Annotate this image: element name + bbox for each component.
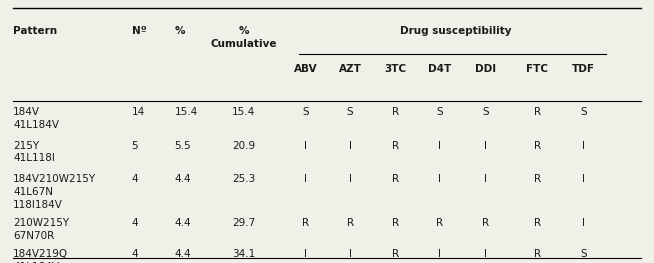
Text: DDI: DDI xyxy=(475,64,496,74)
Text: I: I xyxy=(304,140,307,150)
Text: 184V210W215Y
41L67N
118I184V: 184V210W215Y 41L67N 118I184V xyxy=(13,174,96,210)
Text: 5: 5 xyxy=(131,140,138,150)
Text: 25.3: 25.3 xyxy=(232,174,255,184)
Text: 184V219Q
41L184V: 184V219Q 41L184V xyxy=(13,249,68,263)
Text: %
Cumulative: % Cumulative xyxy=(211,26,277,49)
Text: I: I xyxy=(304,249,307,259)
Text: I: I xyxy=(304,174,307,184)
Text: 29.7: 29.7 xyxy=(232,218,255,228)
Text: S: S xyxy=(303,107,309,117)
Text: 14: 14 xyxy=(131,107,145,117)
Text: I: I xyxy=(485,140,487,150)
Text: 215Y
41L118I: 215Y 41L118I xyxy=(13,140,55,163)
Text: I: I xyxy=(438,174,441,184)
Text: Pattern: Pattern xyxy=(13,26,57,36)
Text: D4T: D4T xyxy=(428,64,451,74)
Text: R: R xyxy=(302,218,309,228)
Text: R: R xyxy=(534,249,541,259)
Text: Drug susceptibility: Drug susceptibility xyxy=(400,26,511,36)
Text: I: I xyxy=(582,140,585,150)
Text: R: R xyxy=(392,107,399,117)
Text: ABV: ABV xyxy=(294,64,318,74)
Text: 15.4: 15.4 xyxy=(232,107,255,117)
Text: I: I xyxy=(582,218,585,228)
Text: AZT: AZT xyxy=(339,64,362,74)
Text: 20.9: 20.9 xyxy=(232,140,255,150)
Text: R: R xyxy=(392,218,399,228)
Text: TDF: TDF xyxy=(572,64,595,74)
Text: 5.5: 5.5 xyxy=(175,140,191,150)
Text: 4: 4 xyxy=(131,218,138,228)
Text: I: I xyxy=(438,140,441,150)
Text: S: S xyxy=(483,107,489,117)
Text: R: R xyxy=(436,218,443,228)
Text: Nº: Nº xyxy=(131,26,146,36)
Text: 184V
41L184V: 184V 41L184V xyxy=(13,107,59,130)
Text: S: S xyxy=(347,107,353,117)
Text: I: I xyxy=(349,140,352,150)
Text: R: R xyxy=(534,174,541,184)
Text: 4: 4 xyxy=(131,249,138,259)
Text: 34.1: 34.1 xyxy=(232,249,255,259)
Text: 4.4: 4.4 xyxy=(175,174,191,184)
Text: 4.4: 4.4 xyxy=(175,249,191,259)
Text: I: I xyxy=(438,249,441,259)
Text: I: I xyxy=(485,174,487,184)
Text: 4: 4 xyxy=(131,174,138,184)
Text: 210W215Y
67N70R: 210W215Y 67N70R xyxy=(13,218,69,241)
Text: R: R xyxy=(347,218,354,228)
Text: I: I xyxy=(349,174,352,184)
Text: S: S xyxy=(436,107,443,117)
Text: S: S xyxy=(580,107,587,117)
Text: 4.4: 4.4 xyxy=(175,218,191,228)
Text: R: R xyxy=(392,140,399,150)
Text: 15.4: 15.4 xyxy=(175,107,198,117)
Text: 3TC: 3TC xyxy=(385,64,407,74)
Text: FTC: FTC xyxy=(526,64,548,74)
Text: %: % xyxy=(175,26,185,36)
Text: R: R xyxy=(392,174,399,184)
Text: I: I xyxy=(582,174,585,184)
Text: S: S xyxy=(580,249,587,259)
Text: I: I xyxy=(349,249,352,259)
Text: I: I xyxy=(485,249,487,259)
Text: R: R xyxy=(534,218,541,228)
Text: R: R xyxy=(483,218,489,228)
Text: R: R xyxy=(534,140,541,150)
Text: R: R xyxy=(534,107,541,117)
Text: R: R xyxy=(392,249,399,259)
